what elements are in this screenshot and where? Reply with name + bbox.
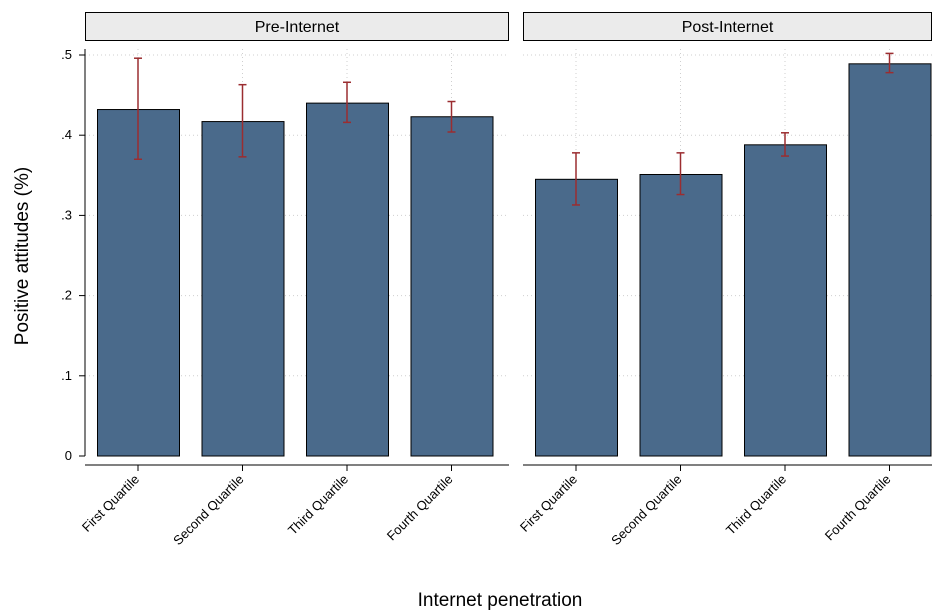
y-tick-label: 0 (65, 448, 72, 463)
panel-title: Pre-Internet (255, 19, 340, 36)
error-bars (134, 52, 894, 206)
bar (848, 63, 932, 457)
y-tick-label: .3 (61, 207, 72, 222)
bars (97, 63, 932, 457)
y-tick-label: .2 (61, 288, 72, 303)
x-tick-label: Third Quartile (285, 472, 351, 538)
bar (535, 178, 618, 457)
panel-header-box (523, 12, 932, 41)
panel-title: Post-Internet (682, 19, 774, 36)
y-tick-label: .4 (61, 127, 72, 142)
bar (410, 116, 494, 457)
x-tick-label: First Quartile (517, 472, 580, 535)
x-axis-title: Internet penetration (418, 590, 583, 611)
panel-headers: Pre-Internet Post-Internet (85, 12, 932, 41)
bar (306, 102, 389, 457)
bar (639, 173, 723, 457)
x-tick-label: Fourth Quartile (822, 472, 894, 544)
x-tick-label: Second Quartile (170, 472, 247, 549)
x-tick-label: Fourth Quartile (384, 472, 456, 544)
bar (201, 121, 285, 457)
y-axis-title: Positive attitudes (%) (12, 167, 33, 345)
y-tick-label: .1 (61, 368, 72, 383)
bar (744, 144, 827, 457)
x-tick-label: First Quartile (79, 472, 142, 535)
x-tick-label: Third Quartile (723, 472, 789, 538)
x-tick-label: Second Quartile (608, 472, 685, 549)
y-tick-label: .5 (61, 47, 72, 62)
panel-header-box (85, 12, 509, 41)
bar (97, 109, 180, 457)
